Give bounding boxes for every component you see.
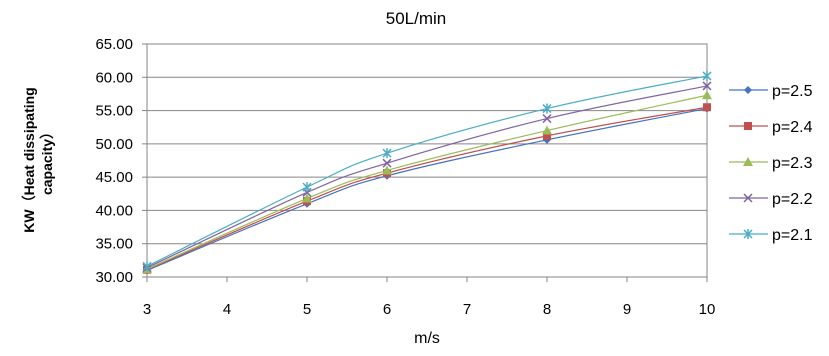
- y-tick-label: 30.00: [95, 269, 133, 286]
- data-point: [702, 81, 712, 91]
- legend-item: p=2.3: [729, 155, 813, 172]
- x-axis-label: m/s: [414, 330, 440, 347]
- legend-label: p=2.1: [772, 227, 813, 244]
- legend-label: p=2.5: [772, 83, 813, 100]
- y-axis-label-line-2: capacity）: [39, 125, 55, 195]
- series-p=2.3: [142, 90, 712, 274]
- y-tick-label: 65.00: [95, 36, 133, 53]
- series-p=2.1: [142, 70, 712, 272]
- data-point: [703, 103, 711, 112]
- y-axis-ticks: 30.00 35.00 40.00 45.00 50.00 55.00 60.00 65.00: [95, 36, 147, 286]
- legend-marker: [743, 193, 753, 203]
- x-tick-label: 9: [623, 301, 631, 318]
- y-tick-label: 50.00: [95, 136, 133, 153]
- series-lines: [142, 70, 712, 275]
- x-tick-label: 7: [463, 301, 471, 318]
- x-tick-label: 6: [383, 301, 391, 318]
- data-point: [543, 131, 551, 140]
- legend-label: p=2.4: [772, 119, 813, 136]
- chart-title: 50L/min: [386, 9, 446, 28]
- data-point: [542, 125, 552, 135]
- y-tick-label: 55.00: [95, 103, 133, 120]
- data-point: [302, 193, 312, 203]
- series-line: [146, 75, 708, 267]
- series-p=2.5: [143, 104, 711, 275]
- legend-item: p=2.5: [729, 83, 813, 100]
- data-point: [302, 182, 312, 193]
- legend-marker: [743, 229, 753, 239]
- legend-label: p=2.3: [772, 155, 813, 172]
- series-line: [146, 106, 708, 271]
- gridlines: [147, 43, 707, 278]
- legend: p=2.5 p=2.4 p=2.3 p=2.2 p=2.1: [729, 83, 813, 244]
- y-tick-label: 35.00: [95, 236, 133, 253]
- legend-item: p=2.4: [729, 119, 813, 136]
- x-tick-label: 5: [303, 301, 311, 318]
- y-tick-label: 45.00: [95, 169, 133, 186]
- data-point: [702, 70, 712, 81]
- x-tick-label: 4: [223, 301, 231, 318]
- data-point: [382, 165, 392, 175]
- x-tick-label: 8: [543, 301, 551, 318]
- legend-marker: [744, 86, 752, 94]
- legend-label: p=2.2: [772, 191, 813, 208]
- y-axis-label: KW（Heat dissipating capacity）: [21, 87, 55, 232]
- data-point: [142, 261, 152, 272]
- data-point: [702, 90, 712, 100]
- legend-item: p=2.2: [729, 191, 813, 208]
- y-tick-label: 40.00: [95, 202, 133, 219]
- data-point: [382, 148, 392, 159]
- plot-area: [146, 43, 708, 278]
- x-axis-ticks: 3 4 5 6 7 8 9 10: [143, 277, 716, 318]
- y-tick-label: 60.00: [95, 69, 133, 86]
- series-line: [146, 107, 708, 271]
- data-point: [542, 114, 552, 124]
- x-tick-label: 10: [699, 301, 716, 318]
- legend-marker: [743, 157, 753, 166]
- data-point: [382, 158, 392, 168]
- series-p=2.4: [143, 103, 711, 274]
- legend-item: p=2.1: [729, 227, 813, 244]
- legend-marker: [744, 122, 752, 130]
- data-point: [542, 103, 552, 114]
- x-tick-label: 3: [143, 301, 151, 318]
- y-axis-label-line-1: KW（Heat dissipating: [21, 87, 37, 232]
